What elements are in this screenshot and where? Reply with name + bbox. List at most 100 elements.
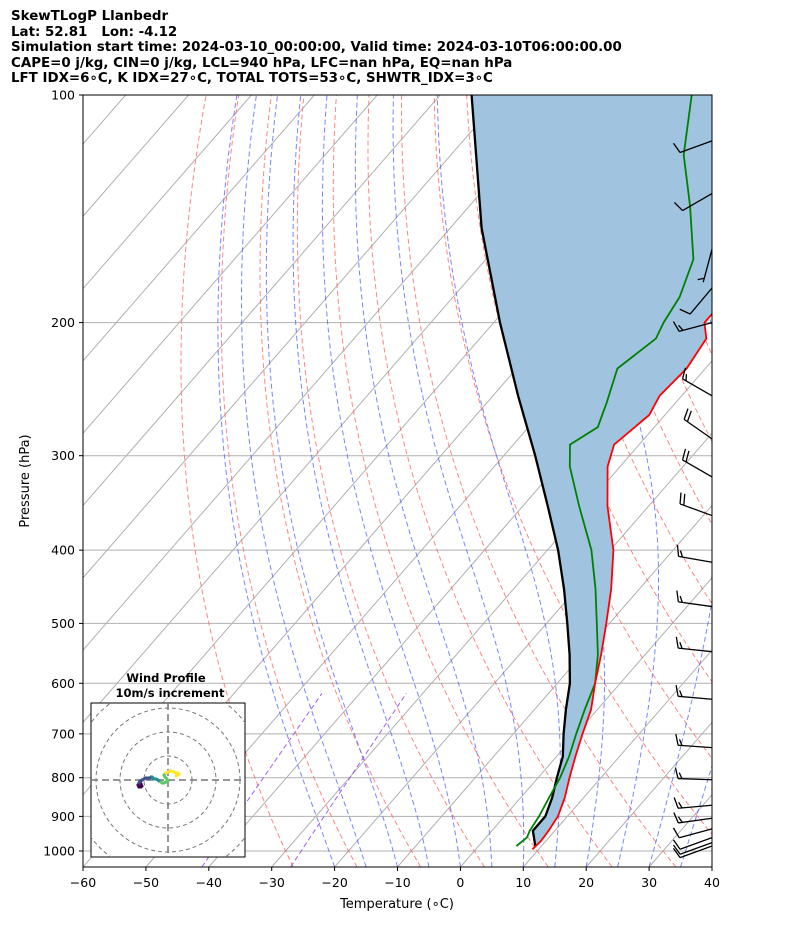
moist-adiabat bbox=[436, 95, 561, 867]
barb-shaft bbox=[678, 744, 713, 749]
wind-barb bbox=[681, 448, 713, 478]
barb-feather bbox=[685, 450, 690, 463]
barb-feather bbox=[672, 827, 680, 839]
moist-adiabat bbox=[392, 95, 525, 867]
parcel-profile-line bbox=[470, 95, 572, 847]
indices-line-2: LFT IDX=6∘C, K IDX=27∘C, TOTAL TOTS=53∘C… bbox=[11, 71, 493, 87]
hodograph-title: Wind Profile bbox=[126, 671, 206, 685]
moist-adiabat bbox=[265, 95, 398, 867]
isotherm-gridline bbox=[775, 95, 794, 867]
times-line: Simulation start time: 2024-03-10_00:00:… bbox=[11, 40, 622, 56]
barb-shaft bbox=[689, 287, 713, 315]
isotherm-gridline bbox=[711, 866, 712, 867]
x-tick-label: −10 bbox=[384, 875, 410, 890]
barb-feather bbox=[683, 493, 686, 506]
moist-adiabat bbox=[321, 95, 461, 867]
wind-barb bbox=[679, 492, 713, 517]
y-tick-label: 100 bbox=[51, 88, 75, 103]
dry-adiabat bbox=[220, 95, 358, 867]
barb-feather bbox=[679, 642, 683, 649]
temperature-line bbox=[531, 312, 712, 850]
barb-shaft bbox=[678, 321, 713, 333]
barb-shaft bbox=[683, 418, 713, 440]
x-tick-label: 40 bbox=[704, 875, 720, 890]
barb-feather bbox=[672, 321, 680, 332]
y-tick-label: 400 bbox=[51, 543, 75, 558]
x-tick-label: −60 bbox=[70, 875, 96, 890]
isotherm-gridline bbox=[83, 95, 567, 651]
isotherm-gridline bbox=[334, 432, 712, 867]
barb-feather bbox=[679, 492, 682, 504]
x-tick-label: −20 bbox=[321, 875, 347, 890]
barb-feather bbox=[676, 590, 679, 602]
wind-barb bbox=[672, 321, 713, 333]
axes: −60 −50 −40 −30 −20 −10 0 10 20 30 40 1000 900 800 700… bbox=[43, 88, 720, 891]
barb-feather bbox=[679, 550, 684, 558]
barb-shaft bbox=[678, 647, 713, 653]
dry-adiabat bbox=[400, 95, 677, 867]
x-tick-label: 10 bbox=[515, 875, 531, 890]
wind-barb bbox=[681, 367, 713, 397]
barb-shaft bbox=[678, 817, 713, 824]
isotherm-gridline bbox=[83, 95, 252, 290]
barb-feather bbox=[678, 739, 683, 746]
wind-barb bbox=[676, 590, 713, 608]
dry-adiabat bbox=[433, 95, 712, 835]
barb-shaft bbox=[679, 140, 713, 154]
barb-feather bbox=[672, 839, 681, 850]
wind-barb bbox=[673, 797, 713, 809]
chart-title: SkewTLogP Llanbedr bbox=[11, 9, 169, 24]
x-tick-label: 0 bbox=[456, 875, 464, 890]
barb-shaft bbox=[678, 695, 713, 700]
wind-barb bbox=[673, 192, 713, 212]
barb-feather bbox=[672, 847, 681, 859]
barb-shaft bbox=[678, 804, 713, 809]
dry-adiabat bbox=[259, 95, 422, 867]
barb-feather bbox=[673, 797, 679, 809]
wind-barb bbox=[674, 767, 713, 781]
wind-barb bbox=[675, 684, 713, 700]
wind-barb bbox=[672, 842, 713, 855]
barb-feather bbox=[681, 448, 687, 461]
barb-feather bbox=[675, 684, 679, 697]
barb-shaft bbox=[679, 503, 713, 517]
y-tick-label: 800 bbox=[51, 770, 75, 785]
isotherm-gridline bbox=[83, 95, 504, 579]
barb-feather bbox=[681, 367, 687, 380]
wind-barb bbox=[672, 845, 713, 859]
y-tick-label: 600 bbox=[51, 676, 75, 691]
dry-adiabat bbox=[760, 95, 794, 867]
dry-adiabat bbox=[332, 95, 549, 867]
wind-barb bbox=[675, 733, 713, 749]
indices-line-1: CAPE=0 j/kg, CIN=0 j/kg, LCL=940 hPa, LF… bbox=[11, 55, 513, 71]
barb-feather bbox=[675, 733, 679, 746]
barb-shaft bbox=[679, 842, 713, 855]
isotherm-gridline bbox=[83, 95, 441, 507]
dry-adiabat bbox=[296, 95, 485, 867]
barb-shaft bbox=[677, 777, 713, 781]
barb-feather bbox=[677, 816, 683, 823]
chart-header: SkewTLogP Llanbedr Lat: 52.81 Lon: -4.12… bbox=[11, 9, 622, 87]
wind-barb bbox=[673, 812, 713, 824]
barb-feather bbox=[674, 767, 679, 779]
location-line: Lat: 52.81 Lon: -4.12 bbox=[11, 24, 178, 40]
x-tick-label: −50 bbox=[133, 875, 159, 890]
dewpoint-line bbox=[515, 95, 695, 847]
isotherm-gridline bbox=[83, 95, 378, 434]
barb-feather bbox=[678, 324, 684, 331]
wind-barb bbox=[675, 636, 713, 653]
wind-barb bbox=[672, 836, 713, 850]
x-tick-label: 20 bbox=[578, 875, 594, 890]
mixing-ratio-line bbox=[290, 693, 407, 867]
isotherm-gridline bbox=[397, 504, 712, 867]
cape-shading bbox=[471, 95, 712, 850]
x-tick-label: −30 bbox=[259, 875, 285, 890]
isotherm-gridline bbox=[522, 649, 712, 867]
barb-feather bbox=[673, 202, 684, 211]
barb-shaft bbox=[679, 845, 713, 859]
hodograph-subtitle: 10m/s increment bbox=[116, 686, 225, 700]
x-tick-label: 30 bbox=[641, 875, 657, 890]
y-tick-label: 300 bbox=[51, 448, 75, 463]
barb-feather bbox=[673, 812, 679, 824]
